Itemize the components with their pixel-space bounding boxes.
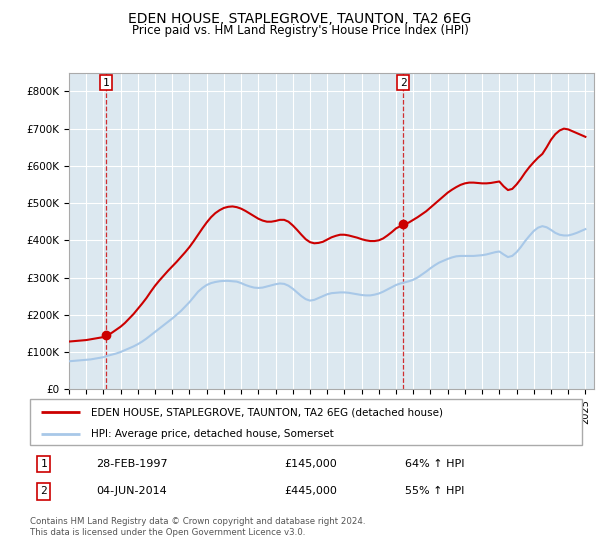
Text: 1: 1 <box>103 77 109 87</box>
Text: £445,000: £445,000 <box>284 487 337 497</box>
Text: Contains HM Land Registry data © Crown copyright and database right 2024.: Contains HM Land Registry data © Crown c… <box>30 517 365 526</box>
Text: EDEN HOUSE, STAPLEGROVE, TAUNTON, TA2 6EG (detached house): EDEN HOUSE, STAPLEGROVE, TAUNTON, TA2 6E… <box>91 407 443 417</box>
Text: 1: 1 <box>40 459 47 469</box>
Text: Price paid vs. HM Land Registry's House Price Index (HPI): Price paid vs. HM Land Registry's House … <box>131 24 469 36</box>
Text: 64% ↑ HPI: 64% ↑ HPI <box>406 459 465 469</box>
Text: EDEN HOUSE, STAPLEGROVE, TAUNTON, TA2 6EG: EDEN HOUSE, STAPLEGROVE, TAUNTON, TA2 6E… <box>128 12 472 26</box>
Text: HPI: Average price, detached house, Somerset: HPI: Average price, detached house, Some… <box>91 429 334 438</box>
FancyBboxPatch shape <box>30 399 582 445</box>
Text: 28-FEB-1997: 28-FEB-1997 <box>96 459 168 469</box>
Text: This data is licensed under the Open Government Licence v3.0.: This data is licensed under the Open Gov… <box>30 528 305 537</box>
Text: 04-JUN-2014: 04-JUN-2014 <box>96 487 167 497</box>
Text: 2: 2 <box>40 487 47 497</box>
Text: 2: 2 <box>400 77 407 87</box>
Text: 55% ↑ HPI: 55% ↑ HPI <box>406 487 465 497</box>
Text: £145,000: £145,000 <box>284 459 337 469</box>
